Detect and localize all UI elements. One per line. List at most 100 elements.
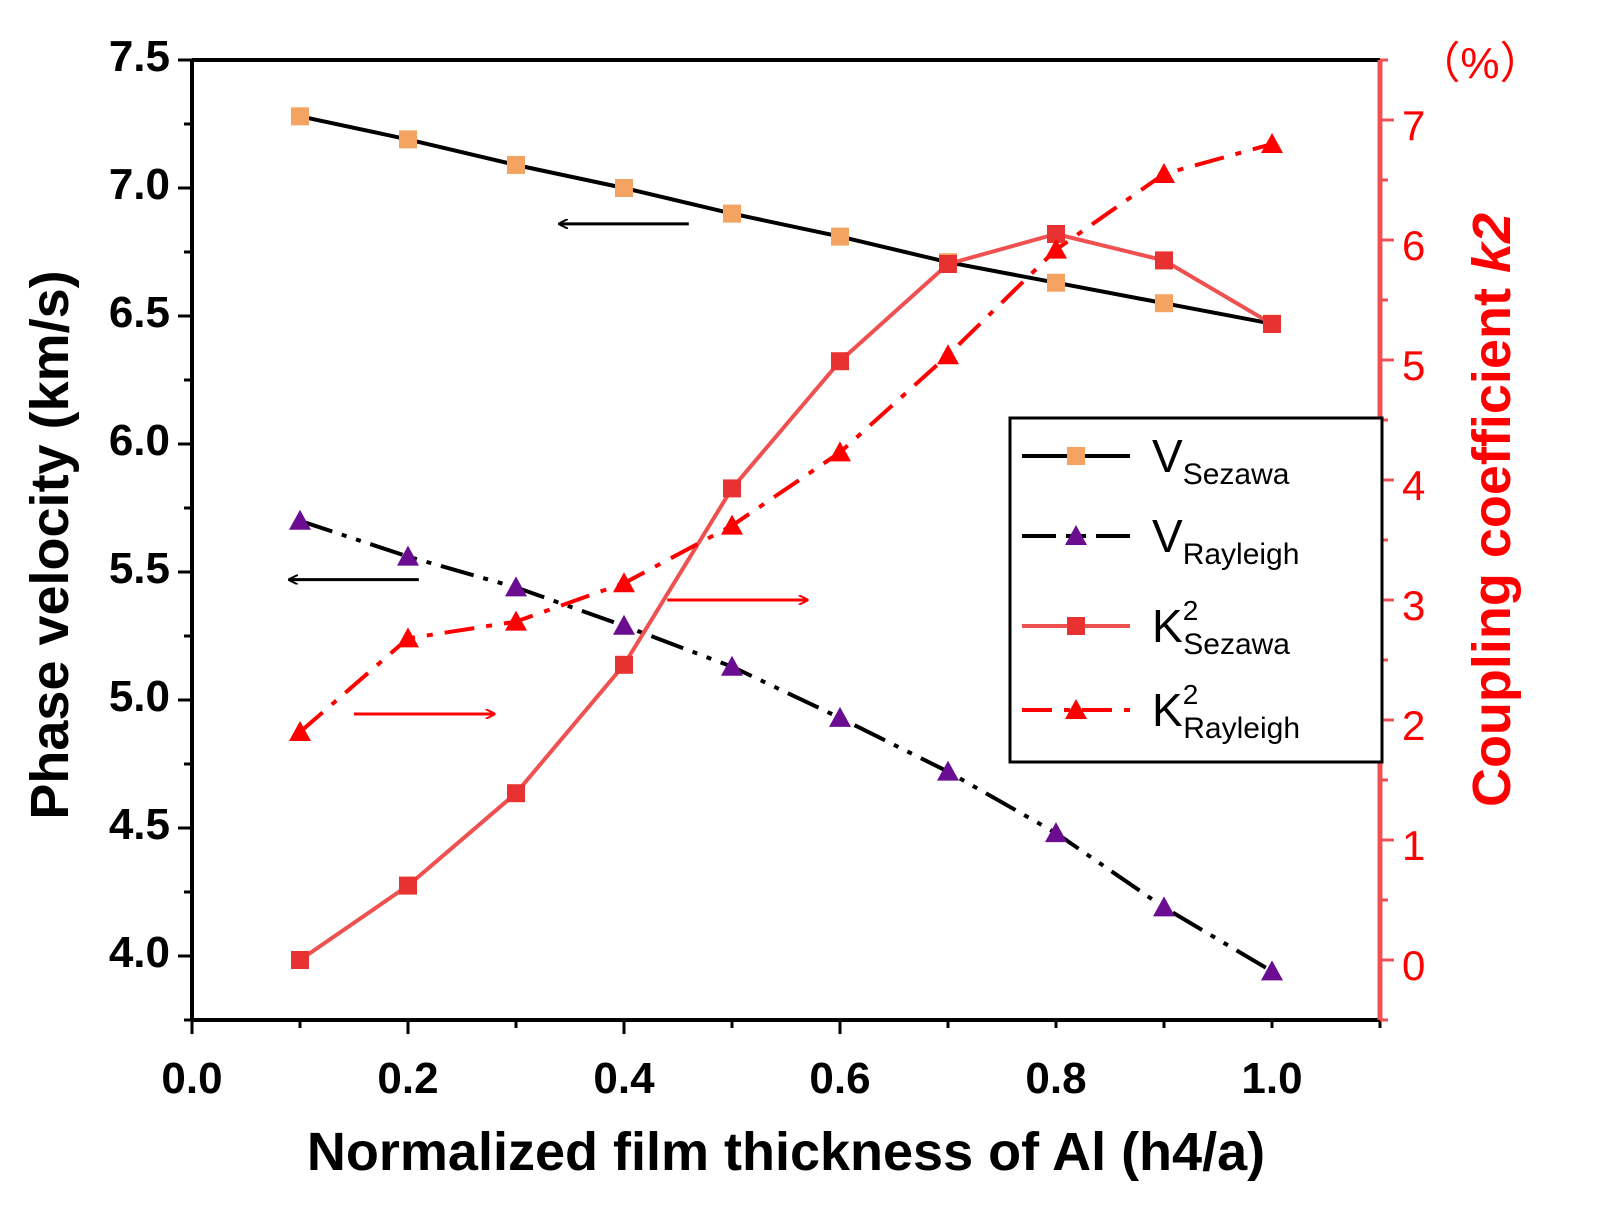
legend-swatch-marker bbox=[1067, 447, 1085, 465]
data-point bbox=[507, 155, 525, 174]
y-right-axis-title-exp: 2 bbox=[1462, 213, 1522, 244]
data-point bbox=[829, 706, 851, 727]
series-line-v-sezawa bbox=[299, 114, 1273, 326]
y-right-tick-label: 0 bbox=[1402, 942, 1425, 989]
annotation-arrows bbox=[289, 224, 807, 714]
data-point bbox=[615, 655, 633, 674]
data-point bbox=[507, 784, 525, 803]
legend-label: VSezawa bbox=[1152, 430, 1290, 491]
y-right-tick-label: 5 bbox=[1402, 342, 1425, 389]
series-line-k2-rayleigh bbox=[298, 142, 1273, 734]
legend-swatch-marker bbox=[1065, 525, 1087, 545]
data-point bbox=[289, 509, 311, 530]
series-markers bbox=[289, 107, 1283, 981]
y-right-axis-title: Coupling coefficient k2 bbox=[1462, 213, 1522, 807]
data-point bbox=[937, 344, 959, 365]
data-point bbox=[397, 627, 419, 648]
y-right-tick-label: 2 bbox=[1402, 702, 1425, 749]
y-left-axis-title: Phase velocity (km/s) bbox=[20, 270, 80, 819]
legend-label: K2 Sezawa bbox=[1152, 595, 1290, 661]
series-lines bbox=[298, 114, 1274, 974]
data-point bbox=[1155, 294, 1173, 313]
y-left-tick-label: 7.5 bbox=[109, 32, 170, 81]
data-point bbox=[291, 107, 309, 126]
legend-item-k2-rayleigh: K2 Rayleigh bbox=[1022, 679, 1300, 745]
y-left-tick-label: 5.0 bbox=[109, 672, 170, 721]
data-point bbox=[505, 610, 527, 631]
y-right-tick-label: 1 bbox=[1402, 822, 1425, 869]
data-point bbox=[1153, 163, 1175, 183]
legend-item-k2-sezawa: K2 Sezawa bbox=[1022, 595, 1290, 661]
legend-label-sub: Rayleigh bbox=[1183, 712, 1300, 745]
data-point bbox=[1047, 225, 1065, 243]
y-left-tick-label: 4.5 bbox=[109, 800, 170, 849]
x-tick-label: 0.8 bbox=[1025, 1054, 1086, 1103]
legend-item-v-sezawa: VSezawa bbox=[1022, 430, 1290, 491]
data-point bbox=[1263, 315, 1281, 333]
axis-ticks bbox=[178, 58, 1394, 1034]
series-line-k2-sezawa bbox=[298, 231, 1274, 962]
legend-label: VRayleigh bbox=[1152, 510, 1299, 571]
data-point bbox=[1153, 896, 1175, 917]
legend-label-sub: Sezawa bbox=[1183, 628, 1290, 661]
y-left-tick-label: 6.0 bbox=[109, 416, 170, 465]
data-point bbox=[399, 876, 417, 895]
data-point bbox=[289, 721, 311, 741]
x-tick-label: 0.0 bbox=[161, 1054, 222, 1103]
legend-label-sup: 2 bbox=[1183, 679, 1199, 710]
y-right-tick-label: 3 bbox=[1402, 582, 1425, 629]
data-point bbox=[1047, 273, 1065, 292]
data-point bbox=[831, 227, 849, 246]
legend-label-main: V bbox=[1152, 430, 1183, 482]
data-point bbox=[1155, 251, 1173, 270]
data-point bbox=[723, 479, 741, 498]
data-point bbox=[829, 441, 851, 462]
legend-label-sup: 2 bbox=[1183, 595, 1199, 626]
y-right-axis-title-var: k bbox=[1462, 240, 1522, 273]
data-point bbox=[1045, 238, 1067, 259]
y-right-tick-label: 4 bbox=[1402, 462, 1425, 509]
data-point bbox=[1261, 133, 1283, 153]
data-point bbox=[937, 760, 959, 781]
x-tick-label: 0.2 bbox=[377, 1054, 438, 1103]
data-point bbox=[613, 614, 635, 635]
legend-box bbox=[1008, 416, 1384, 764]
y-left-tick-label: 4.0 bbox=[109, 928, 170, 977]
data-point bbox=[1261, 960, 1283, 981]
y-right-axis-title-main: Coupling coefficient bbox=[1462, 273, 1522, 807]
legend-label: K2 Rayleigh bbox=[1152, 679, 1300, 745]
y-left-tick-label: 6.5 bbox=[109, 288, 170, 337]
data-point bbox=[831, 352, 849, 371]
legend-item-v-rayleigh: VRayleigh bbox=[1022, 510, 1299, 571]
legend-label-main: K bbox=[1152, 684, 1183, 736]
data-point bbox=[939, 255, 957, 273]
legend-swatch-marker bbox=[1067, 617, 1085, 635]
data-point bbox=[399, 130, 417, 149]
data-point bbox=[291, 951, 309, 969]
legend-label-sub: Rayleigh bbox=[1183, 538, 1300, 571]
legend-label-main: K bbox=[1152, 600, 1183, 652]
data-point bbox=[721, 514, 743, 535]
y-right-tick-label: 6 bbox=[1402, 222, 1425, 269]
series-line-v-rayleigh bbox=[299, 518, 1274, 974]
data-point bbox=[723, 204, 741, 223]
x-tick-label: 0.6 bbox=[809, 1054, 870, 1103]
data-point bbox=[721, 655, 743, 676]
legend-swatch-marker bbox=[1065, 699, 1087, 719]
x-tick-label: 1.0 bbox=[1241, 1054, 1302, 1103]
legend: VSezawa VRayleigh K2 Sezawa K2 Rayleigh bbox=[1008, 416, 1384, 764]
data-point bbox=[505, 576, 527, 597]
x-axis-title: Normalized film thickness of Al (h4/a) bbox=[307, 1122, 1265, 1182]
data-point bbox=[615, 179, 633, 197]
legend-label-sub: Sezawa bbox=[1183, 458, 1290, 491]
data-point bbox=[613, 572, 635, 593]
data-point bbox=[1045, 822, 1067, 843]
y-left-tick-label: 7.0 bbox=[109, 160, 170, 209]
y-left-tick-label: 5.5 bbox=[109, 544, 170, 593]
right-axis-unit: （%） bbox=[1416, 39, 1543, 88]
y-right-tick-label: 7 bbox=[1402, 102, 1425, 149]
data-point bbox=[397, 545, 419, 566]
x-tick-label: 0.4 bbox=[593, 1054, 655, 1103]
legend-label-main: V bbox=[1152, 510, 1183, 562]
